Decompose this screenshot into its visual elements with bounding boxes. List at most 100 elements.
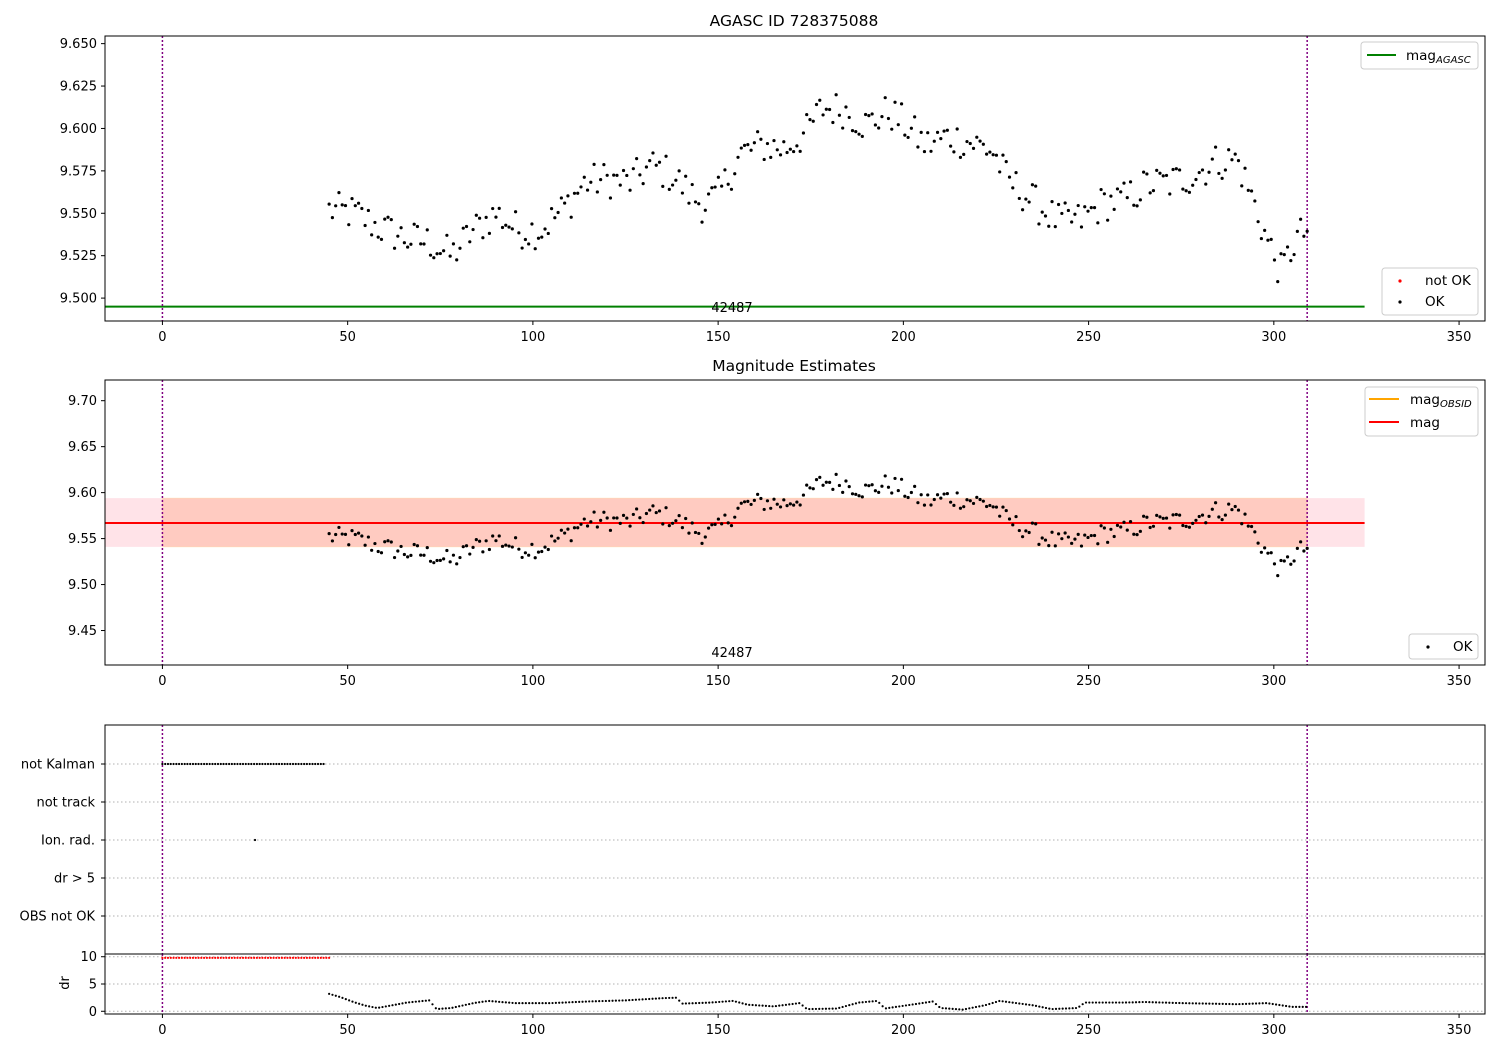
ok-dr-point — [611, 999, 614, 1002]
ok-dr-point — [834, 1007, 838, 1010]
y-tick-label: 0 — [89, 1005, 97, 1020]
not-ok-dr-point — [216, 956, 220, 959]
ok-point — [432, 561, 436, 565]
ok-point — [1106, 540, 1110, 544]
ok-point — [857, 494, 861, 498]
ok-dr-point — [1178, 1001, 1181, 1005]
ok-point — [759, 137, 763, 141]
ok-point — [1004, 508, 1008, 513]
not-ok-dr-point — [186, 956, 189, 959]
flag-point — [319, 762, 322, 766]
ok-dr-point — [1154, 1001, 1158, 1004]
ok-point — [1223, 168, 1227, 172]
ok-point — [392, 246, 397, 250]
ok-point — [756, 492, 760, 496]
flag-point — [275, 762, 278, 766]
ok-point — [1043, 538, 1048, 542]
not-ok-dr-point — [169, 956, 172, 959]
ok-dr-point — [548, 1001, 551, 1005]
ok-point — [651, 504, 655, 508]
panel-1-title: AGASC ID 728375088 — [710, 12, 879, 30]
ok-point — [481, 550, 485, 554]
flag-point — [203, 762, 206, 766]
ok-dr-point — [748, 1003, 751, 1006]
ok-dr-point — [461, 1004, 464, 1007]
ok-point — [847, 485, 851, 489]
ok-point — [360, 534, 364, 538]
flag-point — [214, 762, 217, 766]
ok-point — [510, 227, 514, 231]
y-tick-label: 9.60 — [68, 486, 97, 501]
ok-point — [389, 540, 393, 544]
not-ok-dr-point — [233, 956, 236, 959]
ok-dr-point — [654, 997, 657, 1000]
ok-point — [1285, 245, 1290, 249]
ok-dr-point — [831, 1007, 834, 1010]
ok-point — [438, 558, 442, 563]
ok-dr-point — [391, 1004, 394, 1007]
ok-dr-point — [531, 1001, 534, 1005]
ok-point — [1184, 524, 1188, 528]
ok-dr-point — [941, 1007, 944, 1010]
ok-point — [612, 516, 616, 520]
ok-point — [569, 215, 573, 219]
ok-point — [582, 175, 586, 179]
y-tick-label: 9.600 — [60, 122, 97, 137]
ok-point — [899, 477, 904, 481]
ok-point — [795, 500, 799, 504]
ok-point — [883, 474, 887, 478]
ok-dr-point — [1288, 1005, 1291, 1008]
ok-point — [1302, 234, 1306, 238]
ok-dr-point — [974, 1005, 978, 1009]
ok-point — [396, 234, 400, 238]
ok-point — [952, 503, 956, 507]
ok-dr-point — [828, 1007, 831, 1010]
ok-point — [945, 492, 949, 496]
ok-point — [975, 135, 979, 139]
ok-point — [373, 541, 377, 546]
ok-dr-point — [914, 1002, 918, 1006]
ok-point — [1001, 153, 1005, 157]
ok-dr-point — [514, 1001, 517, 1005]
ok-point — [1236, 508, 1241, 512]
not-ok-dr-point — [325, 956, 328, 959]
ok-point — [553, 216, 557, 220]
ok-dr-point — [1174, 1001, 1178, 1005]
flag-point — [175, 762, 178, 766]
ok-dr-point — [741, 1002, 744, 1005]
ok-point — [680, 191, 685, 195]
ok-point — [1227, 502, 1231, 506]
ok-dr-point — [494, 1000, 497, 1003]
ok-dr-point — [481, 1000, 484, 1003]
ok-dr-point — [1264, 1002, 1268, 1005]
ok-point — [775, 148, 779, 152]
panel-flags: not Kalman not track Ion. rad. dr > 5 OBS no… — [20, 724, 1486, 955]
ok-dr-point — [1061, 1007, 1064, 1010]
ok-point — [327, 532, 331, 536]
ok-point — [585, 524, 590, 528]
ok-dr-point — [454, 1005, 457, 1009]
ok-point — [834, 472, 838, 476]
ok-dr-point — [544, 1001, 547, 1005]
flag-point — [189, 762, 192, 766]
ok-dr-point — [421, 999, 424, 1003]
ok-point — [949, 500, 953, 504]
ok-point — [968, 141, 972, 146]
ok-dr-point — [1284, 1004, 1288, 1008]
ok-dr-point — [934, 1002, 938, 1006]
flag-point — [205, 762, 208, 766]
ok-point — [916, 501, 920, 505]
ok-point — [710, 523, 714, 527]
ok-dr-point — [984, 1003, 988, 1007]
not-ok-dr-point — [183, 956, 186, 959]
ok-point — [428, 253, 433, 257]
ok-point — [576, 526, 580, 530]
x-tick-label: 300 — [1261, 330, 1286, 345]
not-ok-dr-point — [283, 956, 286, 959]
ok-point — [952, 150, 956, 154]
ok-dr-point — [1298, 1005, 1301, 1009]
ok-dr-point — [754, 1004, 758, 1007]
ok-dr-point — [678, 999, 681, 1002]
ok-dr-point — [948, 1007, 951, 1010]
ok-dr-point — [881, 1005, 884, 1008]
